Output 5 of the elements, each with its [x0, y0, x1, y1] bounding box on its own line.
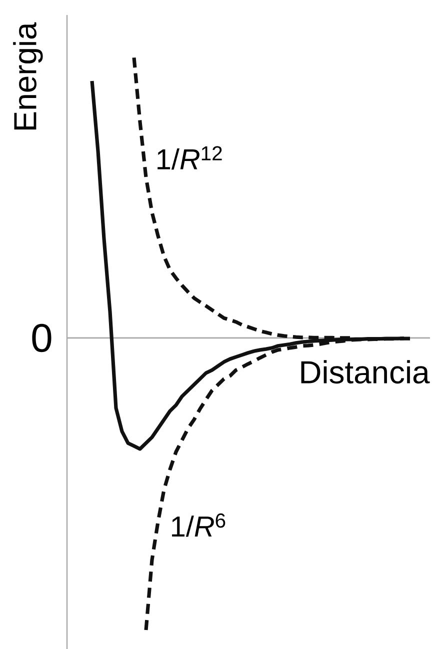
series-label: 1/R$^{6}$	[172, 513, 226, 537]
ref-line-label: 0	[32, 324, 52, 352]
x-axis-title: Distancia	[301, 360, 430, 384]
series-label: 1/R$^{12}$	[158, 146, 222, 170]
y-axis-title: Energia	[13, 22, 43, 130]
